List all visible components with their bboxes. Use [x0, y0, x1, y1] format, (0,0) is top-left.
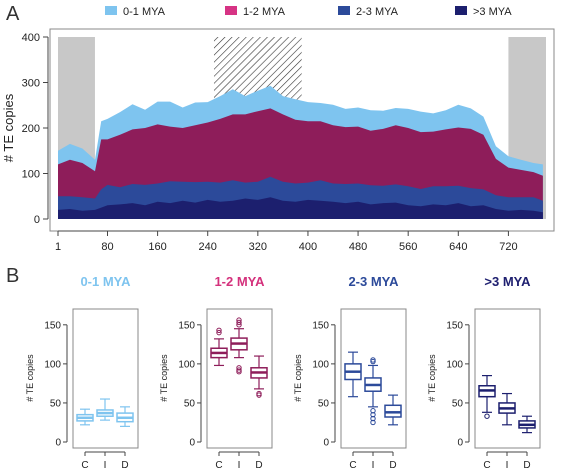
legend-label: 1-2 MYA [243, 6, 286, 18]
box-y-tick-label: 100 [446, 359, 463, 370]
box-x-tick-label: D [255, 460, 262, 471]
box-y-tick-label: 50 [318, 398, 330, 409]
box-item [250, 355, 268, 398]
box-item [498, 392, 516, 426]
box-y-tick-label: 100 [44, 359, 61, 370]
x-tick-label: 240 [199, 241, 217, 253]
box-x-tick-label: I [506, 460, 509, 471]
box-item [364, 357, 382, 426]
box-x-tick-label: C [483, 460, 490, 471]
box-y-tick-label: 150 [178, 320, 195, 331]
y-tick-label: 300 [22, 78, 40, 90]
legend-swatch [338, 6, 350, 15]
box-frame [72, 308, 139, 449]
box-charts: 0-1 MYA 0 50 100 150 # TE copies C I D 1-2 MYA 0 50… [25, 274, 541, 471]
box-outlier [216, 329, 222, 336]
box-x-tick-label: I [104, 460, 107, 471]
y-tick-label: 0 [34, 214, 40, 226]
box-x-tick-label: C [215, 460, 222, 471]
legend-swatch [105, 6, 117, 15]
box-outlier [236, 319, 242, 326]
box-x-tick-label: C [349, 460, 356, 471]
box-title: 0-1 MYA [80, 274, 131, 289]
y-tick-label: 400 [22, 32, 40, 44]
box-item [116, 406, 134, 427]
box-frame [340, 308, 407, 449]
box-x-tick-label: C [81, 460, 88, 471]
box-item [76, 408, 94, 426]
x-tick-label: 560 [399, 241, 417, 253]
legend-swatch [455, 6, 467, 15]
box-y-tick-label: 50 [50, 398, 62, 409]
box-item [518, 415, 536, 434]
box-outlier [256, 392, 262, 398]
box-title: >3 MYA [484, 274, 531, 289]
panel-b-label: B [6, 265, 19, 287]
box-panel: >3 MYA 0 50 100 150 # TE copies C I D [427, 274, 541, 471]
box-y-tick-label: 100 [312, 359, 329, 370]
x-tick-label: 320 [249, 241, 267, 253]
box-panel: 0-1 MYA 0 50 100 150 # TE copies C I D [25, 274, 139, 471]
x-tick-label: 400 [299, 241, 317, 253]
box-y-tick-label: 0 [189, 438, 195, 449]
legend-swatch [225, 6, 237, 15]
legend-label: >3 MYA [473, 6, 512, 18]
box-item [344, 351, 362, 398]
box-outlier [484, 413, 490, 419]
x-tick-label: 1 [55, 241, 61, 253]
box-x-tick-label: D [389, 460, 396, 471]
box-outlier [370, 357, 376, 363]
box-y-tick-label: 0 [323, 438, 329, 449]
box-y-axis-label: # TE copies [427, 354, 437, 402]
x-tick-label: 480 [349, 241, 367, 253]
box-y-axis-label: # TE copies [293, 354, 303, 402]
area-series [58, 197, 543, 219]
box-y-axis-label: # TE copies [25, 354, 35, 402]
legend-label: 0-1 MYA [123, 6, 166, 18]
box-y-tick-label: 100 [178, 359, 195, 370]
box-outlier [236, 368, 242, 375]
box-title: 1-2 MYA [214, 274, 265, 289]
box-item [230, 317, 248, 375]
box-y-tick-label: 50 [184, 398, 196, 409]
box-item [384, 394, 402, 426]
x-tick-label: 640 [449, 241, 467, 253]
y-axis-label: # TE copies [1, 93, 16, 162]
box-item [96, 398, 114, 421]
box-item [478, 374, 496, 419]
box-x-tick-label: I [372, 460, 375, 471]
box-panel: 2-3 MYA 0 50 100 150 # TE copies C I D [293, 274, 407, 471]
box-y-tick-label: 0 [457, 438, 463, 449]
box-frame [206, 308, 273, 449]
panel-a-label: A [6, 3, 20, 25]
x-tick-label: 80 [101, 241, 113, 253]
box-y-tick-label: 150 [312, 320, 329, 331]
box-frame [474, 308, 541, 449]
box-y-axis-label: # TE copies [159, 354, 169, 402]
box-x-tick-label: D [523, 460, 530, 471]
box-outlier [216, 327, 222, 333]
box-y-tick-label: 150 [44, 320, 61, 331]
box-item [210, 327, 228, 367]
y-tick-label: 100 [22, 169, 40, 181]
box-y-tick-label: 150 [446, 320, 463, 331]
box-y-tick-label: 0 [55, 438, 61, 449]
area-chart: 1 80 160 240 320 400 480 560 640 720 0 100 200 300 400… [1, 28, 555, 253]
box-x-tick-label: I [238, 460, 241, 471]
y-tick-label: 200 [22, 123, 40, 135]
box-panel: 1-2 MYA 0 50 100 150 # TE copies C I D [159, 274, 273, 471]
x-tick-label: 720 [499, 241, 517, 253]
box-title: 2-3 MYA [348, 274, 399, 289]
box-y-tick-label: 50 [452, 398, 464, 409]
legend-label: 2-3 MYA [356, 6, 399, 18]
box-x-tick-label: D [121, 460, 128, 471]
x-tick-label: 160 [148, 241, 166, 253]
legend: 0-1 MYA 1-2 MYA 2-3 MYA >3 MYA [105, 6, 512, 18]
box-outlier [370, 419, 376, 426]
box-outlier [236, 317, 242, 323]
